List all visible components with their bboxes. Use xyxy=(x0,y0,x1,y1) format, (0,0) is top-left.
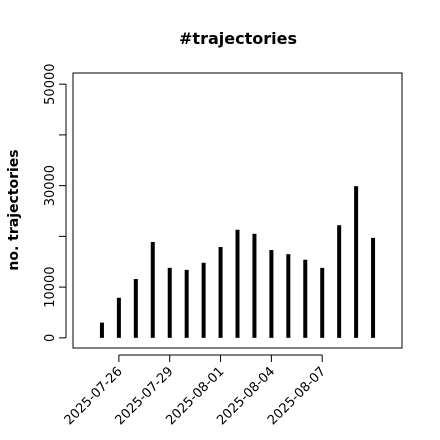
chart-title: #trajectories xyxy=(179,29,297,48)
bar xyxy=(320,267,325,338)
bar xyxy=(201,262,206,338)
y-tick-label: 0 xyxy=(43,334,58,342)
y-tick-label: 10000 xyxy=(43,266,58,307)
bar xyxy=(337,225,342,338)
bar xyxy=(235,229,240,338)
bar xyxy=(269,250,274,338)
bar xyxy=(167,267,172,338)
bar xyxy=(218,247,223,338)
bar xyxy=(371,237,376,338)
y-tick-label: 50000 xyxy=(43,63,58,104)
bar xyxy=(184,269,189,338)
y-tick-label: 30000 xyxy=(43,165,58,206)
bar xyxy=(303,259,308,338)
plot-frame xyxy=(72,72,403,349)
bar xyxy=(354,186,359,338)
bar xyxy=(252,233,257,338)
bar xyxy=(116,297,121,338)
bar xyxy=(150,241,155,338)
bar xyxy=(286,254,291,338)
bar xyxy=(133,278,138,338)
y-axis-label: no. trajectories xyxy=(6,149,22,270)
bar xyxy=(99,322,104,338)
